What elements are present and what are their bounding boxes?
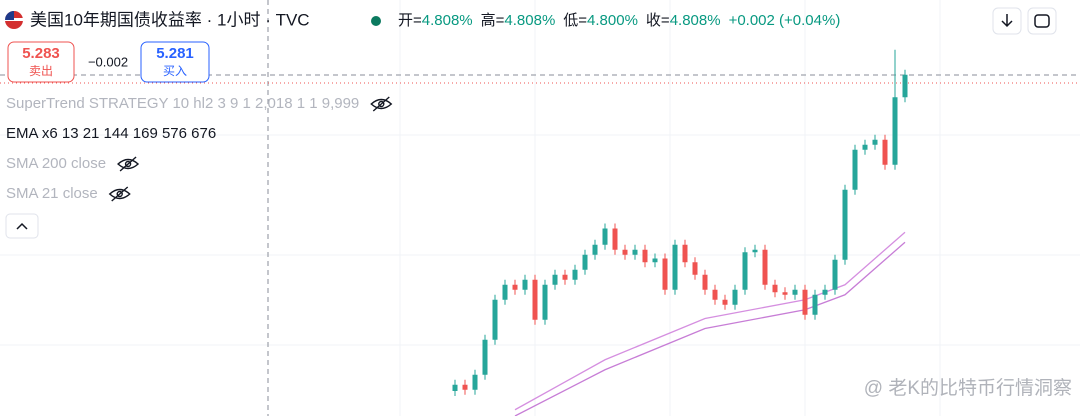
buy-button[interactable] bbox=[140, 41, 210, 83]
indicator-label: SuperTrend STRATEGY 10 hl2 3 9 1 2,018 1… bbox=[6, 95, 359, 112]
candle-body bbox=[882, 139, 888, 165]
candle-body bbox=[892, 97, 898, 165]
spread: −0.002 bbox=[88, 54, 128, 69]
candle-body bbox=[492, 299, 498, 340]
candle-body bbox=[602, 228, 608, 245]
ohlc-value: 4.808% bbox=[670, 12, 721, 29]
sell-label: 卖出 bbox=[29, 64, 53, 78]
candle-body bbox=[542, 284, 548, 320]
candle-body bbox=[852, 149, 858, 190]
buy-label: 买入 bbox=[163, 64, 187, 78]
hidden-eye-icon bbox=[117, 156, 140, 172]
ohlc-label: 开= bbox=[398, 12, 422, 29]
candle-body bbox=[632, 249, 638, 255]
candle-body bbox=[822, 289, 828, 295]
candle-body bbox=[692, 262, 698, 275]
candle-body bbox=[652, 258, 658, 263]
candle-body bbox=[752, 249, 758, 253]
ohlc-value: 4.808% bbox=[504, 12, 555, 29]
candle-body bbox=[522, 279, 528, 290]
candle-body bbox=[722, 299, 728, 305]
candle-body bbox=[872, 139, 878, 145]
candle-body bbox=[622, 249, 628, 255]
candle-body bbox=[662, 258, 668, 290]
watermark: @ 老K的比特币行情洞察 bbox=[864, 377, 1072, 399]
fullscreen-icon bbox=[1034, 14, 1050, 28]
candle-body bbox=[592, 244, 598, 255]
hidden-eye-icon bbox=[370, 96, 393, 112]
collapse-button[interactable] bbox=[5, 213, 39, 239]
candle-body bbox=[462, 384, 468, 390]
candle-body bbox=[802, 289, 808, 315]
moving-average bbox=[514, 241, 906, 416]
candle-body bbox=[762, 249, 768, 285]
candle-body bbox=[532, 279, 538, 320]
candle-body bbox=[782, 292, 788, 295]
candle-body bbox=[712, 289, 718, 300]
candle-body bbox=[572, 269, 578, 280]
candle-body bbox=[842, 189, 848, 260]
candle-body bbox=[862, 144, 868, 150]
candle-body bbox=[772, 284, 778, 293]
moving-average bbox=[514, 231, 906, 411]
candle-body bbox=[472, 374, 478, 390]
market-status bbox=[371, 16, 381, 26]
candle-body bbox=[672, 244, 678, 290]
sell-price: 5.283 bbox=[22, 45, 60, 62]
candle-body bbox=[902, 74, 908, 98]
hidden-eye-pupil bbox=[124, 160, 132, 168]
candle-body bbox=[582, 254, 588, 270]
candle-body bbox=[812, 294, 818, 315]
fullscreen-button[interactable] bbox=[1027, 7, 1057, 35]
candle-body bbox=[682, 244, 688, 263]
indicator-label: SMA 200 close bbox=[6, 155, 106, 172]
candle-body bbox=[482, 339, 488, 375]
candle-body bbox=[452, 384, 458, 391]
symbol-flag bbox=[5, 11, 23, 29]
candle-body bbox=[642, 249, 648, 263]
ohlc-label: 高= bbox=[481, 12, 505, 29]
candle-body bbox=[742, 252, 748, 290]
candle-body bbox=[502, 284, 508, 300]
plot bbox=[452, 49, 908, 416]
sell-button[interactable] bbox=[7, 41, 75, 83]
hidden-eye-pupil bbox=[378, 100, 385, 108]
candle-body bbox=[832, 259, 838, 290]
indicator-label: EMA x6 13 21 144 169 576 676 bbox=[6, 125, 216, 142]
collapse-icon bbox=[16, 222, 28, 230]
ohlc-value: 4.808% bbox=[422, 12, 473, 29]
buy-price: 5.281 bbox=[156, 45, 194, 62]
download-icon bbox=[1001, 14, 1013, 28]
candle-body bbox=[612, 228, 618, 250]
ohlc-label: 收= bbox=[646, 12, 670, 29]
symbol-title: 美国10年期国债收益率 · 1小时 · TVC bbox=[30, 10, 310, 29]
candle-body bbox=[702, 274, 708, 290]
hidden-eye-icon bbox=[108, 186, 131, 202]
ohlc-label: 低= bbox=[563, 12, 587, 29]
candle-body bbox=[562, 274, 568, 280]
ohlc-value: 4.800% bbox=[587, 12, 638, 29]
candle-body bbox=[512, 284, 518, 290]
candle-body bbox=[732, 289, 738, 305]
candle-body bbox=[792, 289, 798, 295]
change: +0.002 (+0.04%) bbox=[729, 12, 841, 29]
hidden-eye-pupil bbox=[116, 190, 123, 198]
indicator-label: SMA 21 close bbox=[6, 185, 98, 202]
candle-body bbox=[552, 274, 558, 285]
indicator-legend: SuperTrend STRATEGY 10 hl2 3 9 1 2,018 1… bbox=[6, 95, 393, 202]
ohlc: 开= 4.808% 高= 4.808% 低= 4.800% 收= 4.808% +0.002 (… bbox=[398, 12, 840, 29]
